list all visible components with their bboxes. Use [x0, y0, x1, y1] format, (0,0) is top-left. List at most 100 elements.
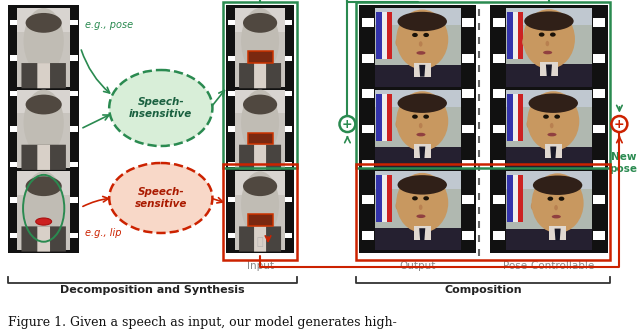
- Bar: [381, 94, 387, 141]
- Ellipse shape: [412, 33, 418, 37]
- Text: e.g., lip: e.g., lip: [85, 228, 122, 238]
- Bar: [508, 175, 513, 222]
- FancyBboxPatch shape: [254, 145, 266, 170]
- Bar: [415, 142, 429, 156]
- Bar: [493, 18, 505, 27]
- Text: 🔊: 🔊: [257, 237, 264, 247]
- Ellipse shape: [423, 33, 429, 37]
- Bar: [381, 12, 387, 59]
- FancyBboxPatch shape: [506, 65, 592, 87]
- Ellipse shape: [554, 115, 560, 119]
- Bar: [374, 8, 461, 87]
- Bar: [70, 55, 77, 61]
- Ellipse shape: [396, 201, 401, 210]
- Bar: [376, 175, 381, 222]
- Ellipse shape: [397, 12, 447, 31]
- Ellipse shape: [550, 123, 554, 128]
- Bar: [362, 54, 374, 62]
- FancyBboxPatch shape: [22, 226, 66, 252]
- Bar: [285, 233, 292, 238]
- Bar: [415, 224, 429, 238]
- Bar: [70, 162, 77, 167]
- Ellipse shape: [396, 38, 401, 47]
- Bar: [235, 171, 285, 250]
- Ellipse shape: [547, 197, 553, 201]
- Bar: [362, 89, 374, 98]
- Bar: [376, 12, 381, 59]
- Bar: [8, 5, 79, 253]
- Ellipse shape: [552, 215, 561, 218]
- Text: +: +: [614, 118, 625, 131]
- Bar: [285, 20, 292, 25]
- Bar: [493, 160, 505, 169]
- Ellipse shape: [545, 41, 549, 46]
- FancyBboxPatch shape: [239, 226, 281, 252]
- Polygon shape: [546, 65, 552, 76]
- Bar: [17, 171, 70, 250]
- Bar: [248, 214, 273, 226]
- Ellipse shape: [539, 33, 545, 37]
- Bar: [17, 90, 70, 113]
- Bar: [518, 12, 523, 59]
- Bar: [513, 12, 518, 59]
- Text: Composition: Composition: [445, 285, 522, 295]
- Ellipse shape: [243, 13, 277, 33]
- FancyBboxPatch shape: [374, 228, 461, 250]
- Bar: [462, 160, 474, 169]
- Text: +: +: [342, 118, 353, 131]
- Bar: [285, 91, 292, 96]
- Ellipse shape: [396, 91, 448, 151]
- FancyBboxPatch shape: [254, 63, 266, 88]
- FancyBboxPatch shape: [413, 62, 431, 77]
- Bar: [285, 197, 292, 202]
- Bar: [415, 60, 429, 75]
- Bar: [506, 8, 592, 87]
- Bar: [362, 196, 374, 204]
- Text: e.g., pose: e.g., pose: [85, 20, 134, 30]
- Bar: [10, 20, 17, 26]
- Ellipse shape: [24, 171, 64, 238]
- Bar: [462, 18, 474, 27]
- FancyBboxPatch shape: [37, 63, 50, 88]
- Ellipse shape: [527, 120, 532, 129]
- Ellipse shape: [533, 175, 582, 195]
- Bar: [17, 8, 70, 32]
- Text: Pose-Controllable: Pose-Controllable: [503, 261, 595, 271]
- Bar: [462, 196, 474, 204]
- Bar: [374, 90, 461, 107]
- Bar: [10, 126, 17, 132]
- Bar: [508, 12, 513, 59]
- Bar: [70, 20, 77, 26]
- Ellipse shape: [423, 115, 429, 119]
- Bar: [493, 89, 505, 98]
- Bar: [227, 5, 294, 253]
- Circle shape: [339, 116, 355, 132]
- Bar: [493, 125, 505, 133]
- Ellipse shape: [396, 173, 448, 233]
- Bar: [518, 175, 523, 222]
- Ellipse shape: [423, 196, 429, 200]
- Bar: [593, 125, 605, 133]
- FancyBboxPatch shape: [413, 144, 431, 158]
- Ellipse shape: [550, 33, 556, 37]
- Bar: [542, 60, 556, 74]
- Bar: [550, 224, 564, 238]
- Bar: [223, 164, 297, 260]
- Bar: [223, 2, 297, 168]
- FancyBboxPatch shape: [37, 226, 50, 252]
- Bar: [506, 171, 592, 188]
- Ellipse shape: [532, 173, 584, 233]
- Ellipse shape: [241, 90, 279, 156]
- Bar: [462, 54, 474, 62]
- Bar: [387, 94, 392, 141]
- FancyBboxPatch shape: [254, 226, 266, 252]
- Ellipse shape: [109, 163, 212, 233]
- Bar: [70, 91, 77, 96]
- Bar: [593, 54, 605, 62]
- Ellipse shape: [529, 93, 578, 113]
- Bar: [228, 20, 235, 25]
- Bar: [374, 171, 461, 188]
- Ellipse shape: [523, 9, 575, 69]
- Bar: [374, 90, 461, 168]
- Circle shape: [611, 116, 627, 132]
